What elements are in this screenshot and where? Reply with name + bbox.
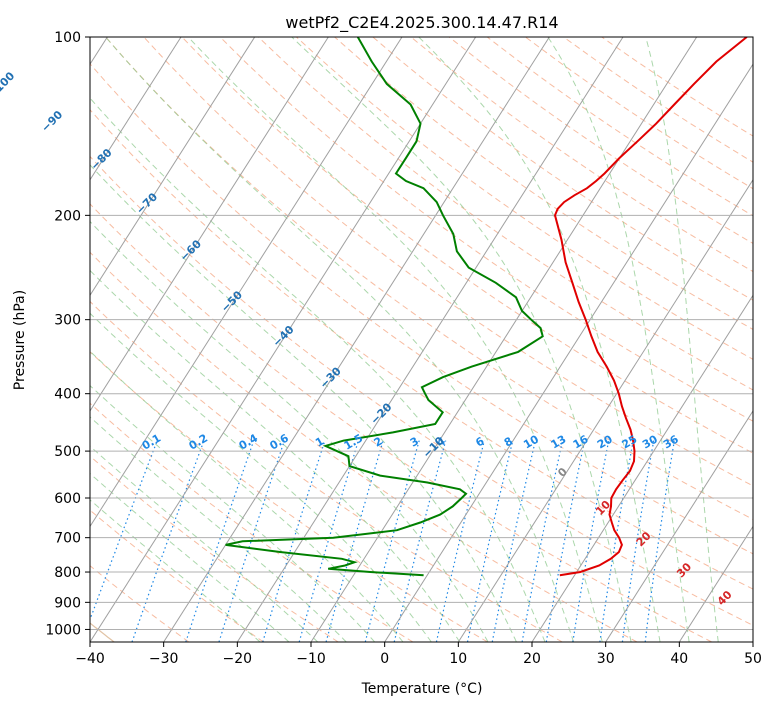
moist-adiabat-line <box>90 220 489 642</box>
mixing-ratio-line <box>621 440 655 642</box>
x-tick-label: 40 <box>670 651 688 667</box>
dry-adiabat-line <box>90 351 488 642</box>
isotherm-line <box>457 178 753 642</box>
dewpoint-profile-line <box>225 37 544 577</box>
sounding-lines <box>225 37 748 577</box>
moist-adiabat-line <box>90 97 546 642</box>
mixing-ratio-line <box>521 440 564 642</box>
y-tick-label: 800 <box>54 565 81 581</box>
isotherm-line <box>163 37 550 642</box>
moist-adiabat-line <box>90 269 461 642</box>
y-tick-label: 900 <box>54 595 81 611</box>
moist-adiabat-line <box>418 37 661 642</box>
y-tick-label: 500 <box>54 444 81 460</box>
mixing-ratio-line <box>131 440 205 642</box>
mixing-ratio-line <box>218 440 285 642</box>
mixing-ratio-line <box>491 440 536 642</box>
isotherm-line <box>531 294 753 642</box>
moist-adiabat-line <box>547 37 690 642</box>
temperature-profile-line <box>553 37 748 577</box>
background-lines <box>90 37 753 642</box>
dry-adiabat-line <box>90 455 339 642</box>
isotherm-line <box>90 37 329 412</box>
axes: −40 −30 −20 −10 0 10 20 30 40 50 100 200 300 400 500 60… <box>45 30 762 667</box>
moist-adiabat-line <box>90 164 517 642</box>
x-tick-label: 50 <box>744 651 762 667</box>
dry-adiabat-line <box>90 509 264 642</box>
y-tick-label: 700 <box>54 531 81 547</box>
x-axis-label: Temperature (°C) <box>361 681 483 697</box>
dry-adiabat-line <box>90 300 563 642</box>
x-tick-label: 20 <box>523 651 541 667</box>
x-tick-label: −20 <box>223 651 253 667</box>
isotherm-line <box>605 409 753 642</box>
isotherm-line <box>90 37 182 181</box>
y-axis-label: Pressure (hPa) <box>12 290 28 390</box>
isotherm-line <box>90 37 256 297</box>
isotherm-line <box>678 525 753 642</box>
mixing-ratio-line <box>545 440 586 642</box>
dry-adiabat-line <box>90 565 190 642</box>
dry-adiabat-line <box>90 109 753 590</box>
moist-adiabat-line <box>90 416 347 642</box>
moist-adiabat-line <box>90 445 319 642</box>
isotherm-line <box>384 63 753 642</box>
moist-adiabat-line <box>291 37 632 642</box>
mixing-ratio-line <box>262 440 326 642</box>
y-tick-label: 300 <box>54 313 81 329</box>
mixing-ratio-line <box>466 440 514 642</box>
y-tick-label: 400 <box>54 387 81 403</box>
dry-adiabat-line <box>372 37 753 301</box>
isotherm-line <box>90 37 477 642</box>
dry-adiabat-line <box>105 37 753 520</box>
dry-adiabat-line <box>90 203 712 642</box>
x-tick-label: −30 <box>149 651 179 667</box>
moist-adiabat-line <box>90 472 290 642</box>
moist-adiabat-line <box>90 312 432 642</box>
mixing-ratio-line <box>644 440 675 642</box>
isotherm-line <box>236 37 624 642</box>
mixing-ratio-line <box>185 440 255 642</box>
dry-adiabat-line <box>90 251 638 642</box>
x-tick-label: 10 <box>449 651 467 667</box>
y-tick-label: 200 <box>54 208 81 224</box>
mixing-ratio-line <box>599 440 634 642</box>
mixing-ratio-line <box>90 440 158 622</box>
dry-adiabat-line <box>181 37 753 454</box>
y-tick-label: 600 <box>54 491 81 507</box>
moist-adiabat-line <box>90 350 404 642</box>
moist-adiabat-line <box>90 499 261 642</box>
dry-adiabat-line <box>219 37 753 422</box>
x-tick-label: 0 <box>380 651 389 667</box>
moist-adiabat-line <box>105 37 575 642</box>
moist-adiabat-line <box>645 37 719 642</box>
x-tick-label: 30 <box>597 651 615 667</box>
dry-adiabat-line <box>90 155 753 627</box>
isotherm-line <box>90 37 403 528</box>
plot-frame <box>89 36 754 643</box>
y-tick-label: 100 <box>54 30 81 46</box>
x-tick-label: −10 <box>296 651 326 667</box>
dry-adiabat-line <box>257 37 753 391</box>
x-tick-label: −40 <box>75 651 105 667</box>
isotherm-line <box>310 37 698 642</box>
y-tick-label: 1000 <box>45 622 81 638</box>
chart-title: wetPf2_C2E4.2025.300.14.47.R14 <box>285 13 558 33</box>
moist-adiabat-line <box>187 37 603 642</box>
